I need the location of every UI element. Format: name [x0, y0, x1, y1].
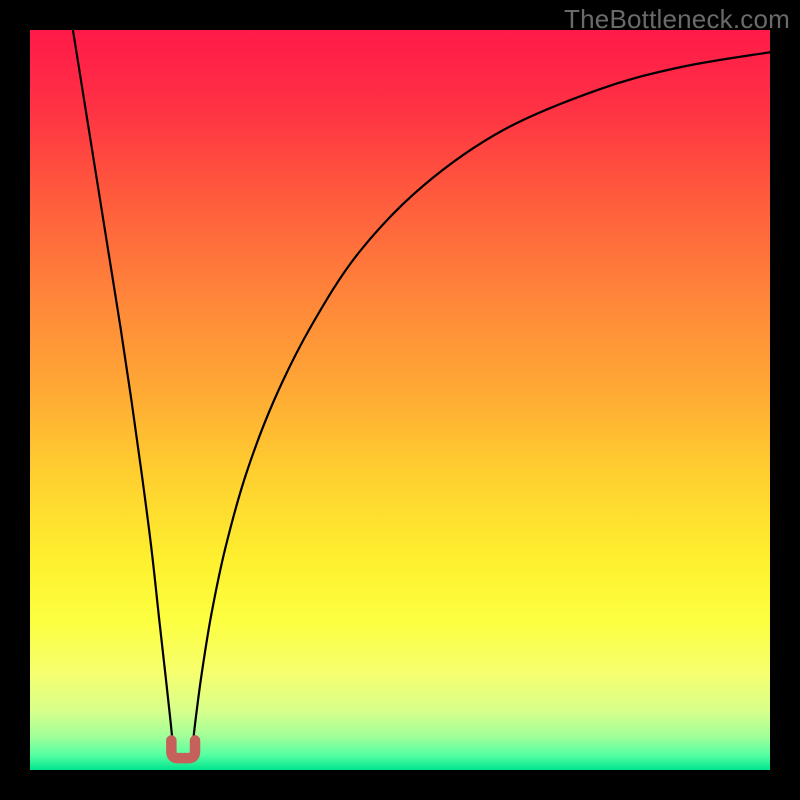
plot-area — [30, 30, 770, 770]
bottleneck-curve — [30, 30, 770, 770]
watermark-text: TheBottleneck.com — [564, 4, 790, 35]
chart-frame: TheBottleneck.com — [0, 0, 800, 800]
